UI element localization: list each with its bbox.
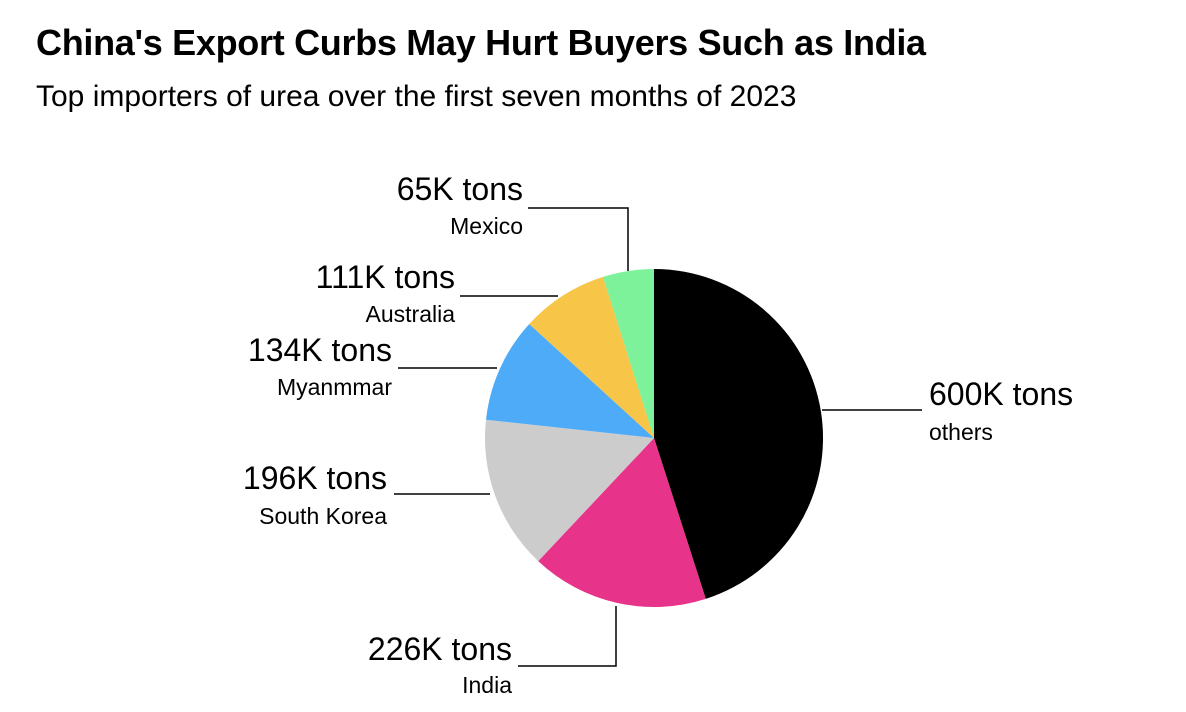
pie-slice-india	[538, 438, 706, 608]
chart-title: China's Export Curbs May Hurt Buyers Suc…	[36, 22, 926, 63]
category-label-others: others	[929, 419, 993, 445]
pie-slice-south-korea	[484, 419, 654, 562]
value-label-mexico: 65K tons	[397, 171, 523, 207]
category-label-mexico: Mexico	[450, 213, 523, 239]
pie-slice-others	[654, 269, 824, 599]
category-label-india: India	[462, 672, 512, 698]
category-label-myanmmar: Myanmmar	[277, 374, 392, 400]
value-label-others: 600K tons	[929, 376, 1073, 412]
value-label-india: 226K tons	[368, 631, 512, 667]
value-label-australia: 111K tons	[316, 259, 455, 295]
value-label-south-korea: 196K tons	[243, 460, 387, 496]
category-label-south-korea: South Korea	[259, 503, 387, 529]
value-label-myanmmar: 134K tons	[248, 332, 392, 368]
leader-line-mexico	[528, 207, 629, 271]
pie-slice-mexico	[602, 269, 654, 438]
leader-line-india	[518, 606, 617, 667]
category-label-australia: Australia	[366, 301, 456, 327]
chart-subtitle: Top importers of urea over the first sev…	[36, 80, 797, 113]
pie-slice-australia	[529, 276, 654, 438]
pie-slice-myanmmar	[485, 323, 654, 438]
